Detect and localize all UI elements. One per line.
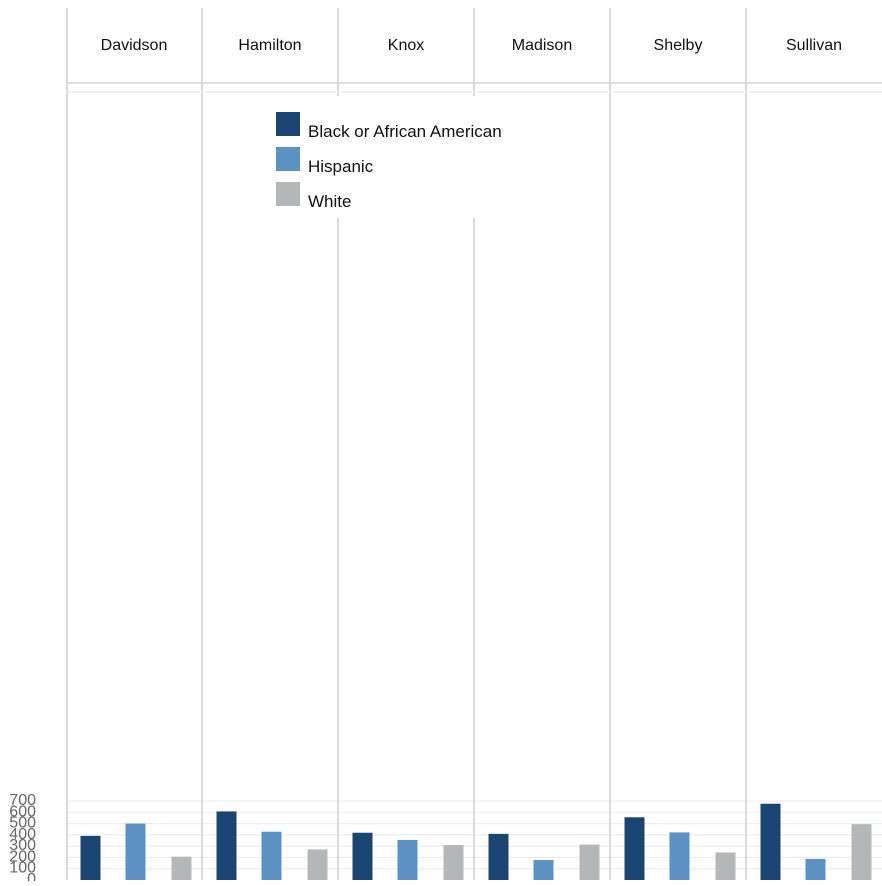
- y-tick-label: 700: [9, 792, 36, 809]
- bar-sullivan-white: [851, 824, 872, 880]
- bar-hamilton-hispanic: [261, 831, 282, 880]
- y-tick-label: 200: [9, 848, 36, 865]
- bar-hamilton-white: [307, 849, 328, 880]
- legend-label: White: [308, 192, 351, 211]
- legend-swatch: [276, 182, 300, 206]
- facet-header-strip: Davidson Hamilton Knox Madison Shelby Sulliva…: [66, 37, 882, 93]
- bar-knox-black-or-african-american: [352, 832, 373, 880]
- y-tick-label: 500: [9, 815, 36, 832]
- facet-label: Shelby: [654, 37, 703, 54]
- y-tick-label: 400: [9, 826, 36, 843]
- bar-knox-hispanic: [397, 839, 418, 880]
- bar-hamilton-black-or-african-american: [216, 811, 237, 880]
- facet-label: Knox: [388, 37, 424, 54]
- bar-sullivan-black-or-african-american: [760, 803, 781, 880]
- bar-madison-black-or-african-american: [488, 833, 509, 880]
- y-tick-label: 600: [9, 803, 36, 820]
- legend-background: [262, 96, 560, 218]
- bar-madison-white: [579, 844, 600, 880]
- facet-label: Davidson: [101, 37, 168, 54]
- bar-shelby-hispanic: [669, 832, 690, 880]
- bar-shelby-white: [715, 852, 736, 880]
- legend-swatch: [276, 112, 300, 136]
- legend-label: Hispanic: [308, 157, 374, 176]
- legend: Black or African American Hispanic White: [262, 96, 560, 218]
- bar-sullivan-hispanic: [805, 858, 826, 880]
- facet-label: Hamilton: [238, 37, 301, 54]
- bar-davidson-white: [171, 856, 192, 880]
- bars: [80, 803, 872, 880]
- bar-davidson-hispanic: [125, 823, 146, 880]
- bar-madison-hispanic: [533, 860, 554, 880]
- facet-label: Madison: [512, 37, 572, 54]
- facet-label: Sullivan: [786, 37, 842, 54]
- bar-knox-white: [443, 845, 464, 880]
- legend-swatch: [276, 147, 300, 171]
- legend-label: Black or African American: [308, 122, 502, 141]
- y-tick-label: 100: [9, 860, 36, 877]
- y-tick-label: 300: [9, 837, 36, 854]
- y-tick-label: 0: [27, 871, 36, 881]
- bar-shelby-black-or-african-american: [624, 817, 645, 880]
- bar-davidson-black-or-african-american: [80, 835, 101, 880]
